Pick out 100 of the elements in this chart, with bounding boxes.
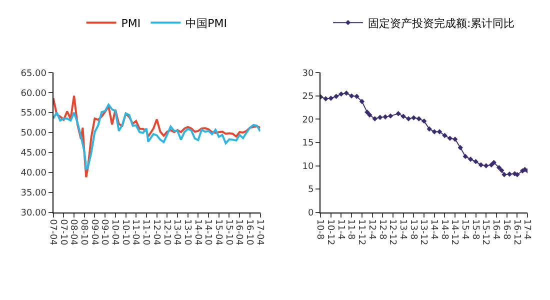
- point: [411, 115, 416, 120]
- point: [348, 93, 354, 99]
- point: [328, 96, 334, 101]
- x-tick-label: 08-04: [68, 219, 78, 246]
- x-tick-label: 16-8: [500, 219, 511, 240]
- point: [468, 156, 474, 162]
- x-tick-label: 07-04: [47, 219, 58, 246]
- x-tick-label: 12-12: [387, 219, 398, 246]
- x-tick-label: 08-10: [78, 219, 88, 246]
- x-tick-label: 11-12: [356, 219, 366, 246]
- point: [432, 129, 437, 134]
- point: [421, 118, 427, 124]
- point: [323, 96, 328, 102]
- point: [359, 98, 365, 104]
- point: [372, 116, 378, 122]
- legend-label: 固定资产投资完成额:累计同比: [368, 16, 515, 30]
- point: [452, 136, 458, 142]
- x-tick-label: 13-04: [172, 219, 182, 246]
- x-tick-label: 13-12: [418, 219, 428, 246]
- point: [354, 94, 360, 99]
- x-tick-label: 10-10: [120, 219, 130, 246]
- point: [506, 172, 512, 177]
- y-tick-label: 60.00: [20, 88, 47, 99]
- line-series: [53, 94, 260, 178]
- point: [499, 168, 504, 174]
- point: [484, 163, 489, 168]
- point: [400, 114, 406, 120]
- legend-label: PMI: [121, 16, 141, 30]
- point: [473, 158, 478, 164]
- point: [502, 172, 507, 178]
- point: [478, 162, 484, 168]
- x-tick-label: 15-12: [480, 219, 490, 246]
- point: [462, 154, 468, 160]
- y-tick-label: 5: [308, 185, 314, 196]
- point: [382, 114, 388, 120]
- point: [436, 129, 442, 134]
- point: [488, 162, 494, 168]
- x-tick-label: 10-04: [109, 219, 120, 246]
- point: [344, 90, 349, 96]
- point: [491, 160, 496, 166]
- y-tick-label: 0: [308, 208, 314, 218]
- x-tick-label: 09-10: [99, 219, 110, 246]
- x-tick-label: 16-12: [511, 219, 522, 246]
- y-tick-label: 20: [302, 115, 314, 126]
- x-tick-label: 15-04: [212, 219, 223, 246]
- y-tick-label: 45.00: [20, 148, 47, 159]
- x-tick-label: 15-8: [470, 219, 480, 240]
- x-tick-label: 17-04: [254, 219, 264, 246]
- point: [447, 136, 453, 141]
- y-tick-label: 15: [302, 138, 314, 149]
- y-tick-label: 40.00: [20, 168, 47, 179]
- point: [426, 126, 432, 132]
- point: [458, 145, 463, 150]
- x-tick-label: 07-10: [58, 219, 68, 246]
- point: [364, 110, 370, 115]
- y-tick-label: 25: [302, 92, 314, 102]
- y-tick-label: 30.00: [20, 208, 47, 218]
- y-tick-label: 65.00: [20, 68, 47, 79]
- x-tick-label: 17-4: [522, 219, 532, 240]
- x-tick-label: 10-12: [324, 219, 335, 246]
- x-tick-label: 16-10: [244, 219, 254, 246]
- y-tick-label: 50.00: [20, 128, 47, 139]
- y-tick-label: 55.00: [20, 108, 47, 119]
- x-tick-label: 13-4: [397, 219, 408, 240]
- point: [416, 116, 422, 122]
- point: [338, 91, 344, 97]
- x-tick-label: 12-10: [161, 219, 172, 246]
- line-series: [53, 104, 260, 170]
- point: [334, 94, 339, 99]
- x-tick-label: 13-8: [408, 219, 418, 240]
- x-tick-label: 13-10: [182, 219, 192, 246]
- point: [396, 111, 401, 116]
- x-tick-label: 16-4: [490, 219, 501, 240]
- x-tick-label: 10-8: [314, 219, 325, 240]
- x-tick-label: 12-04: [150, 219, 161, 246]
- x-tick-label: 11-04: [130, 219, 140, 246]
- x-tick-label: 12-8: [376, 219, 387, 240]
- x-tick-label: 14-12: [449, 219, 460, 246]
- point: [388, 113, 394, 119]
- x-tick-label: 14-10: [202, 219, 213, 246]
- x-tick-label: 12-4: [366, 219, 376, 240]
- y-tick-label: 35.00: [20, 188, 47, 199]
- point: [367, 112, 372, 118]
- point: [496, 165, 502, 170]
- x-tick-label: 14-8: [438, 219, 449, 240]
- x-tick-label: 15-10: [223, 219, 234, 246]
- legend-label: 中国PMI: [186, 16, 228, 30]
- point: [406, 116, 412, 122]
- x-tick-label: 14-4: [428, 219, 438, 240]
- x-tick-label: 11-10: [140, 219, 151, 246]
- x-tick-label: 15-4: [459, 219, 470, 240]
- x-tick-label: 11-8: [346, 219, 356, 240]
- x-tick-label: 14-04: [192, 219, 202, 246]
- point: [442, 132, 448, 138]
- y-tick-label: 30: [302, 68, 314, 79]
- x-tick-label: 09-04: [88, 219, 99, 246]
- x-tick-label: 11-4: [335, 219, 346, 240]
- point: [377, 114, 383, 120]
- x-tick-label: 16-04: [234, 219, 244, 246]
- y-tick-label: 10: [302, 162, 314, 172]
